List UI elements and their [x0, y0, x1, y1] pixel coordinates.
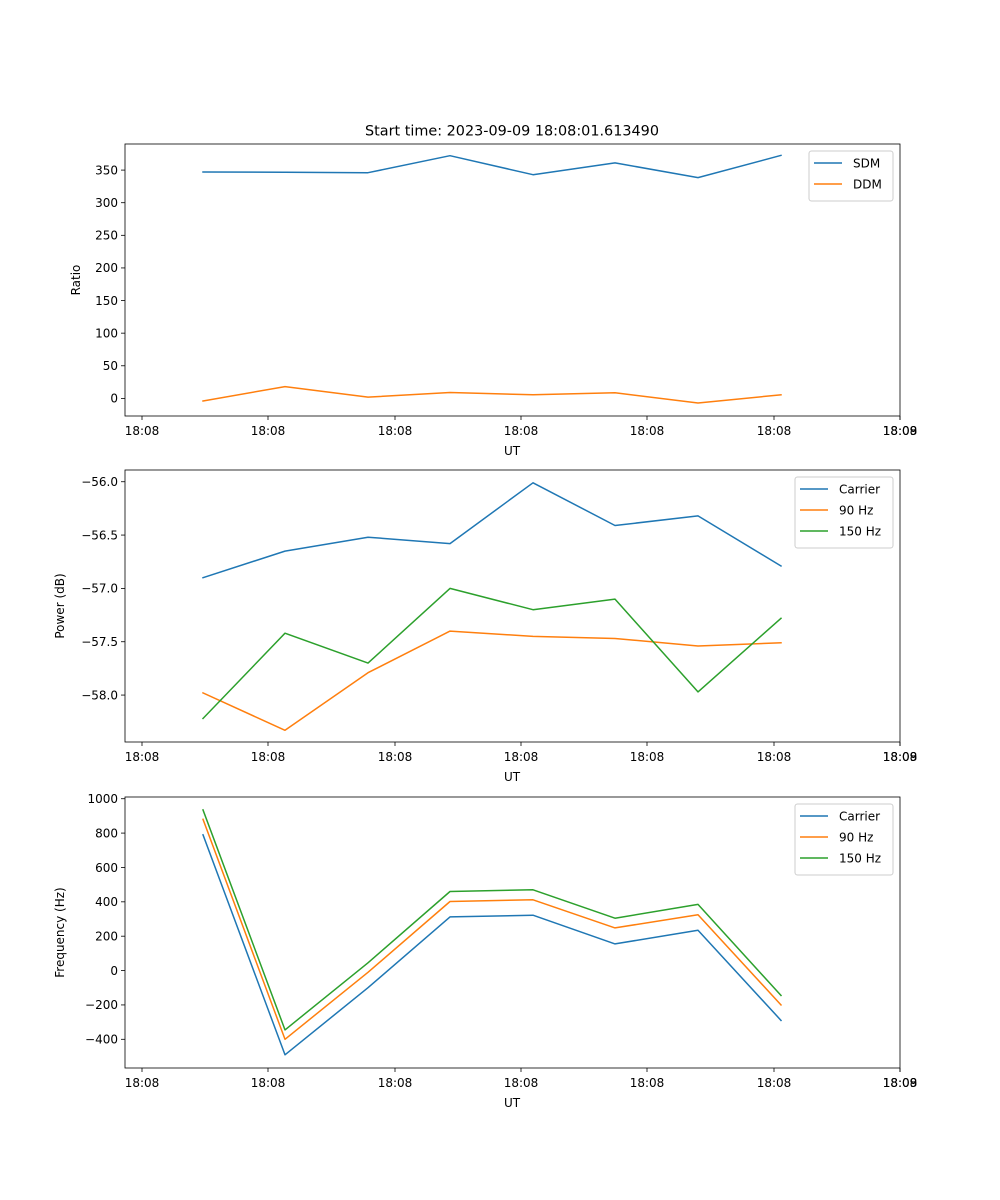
- x-axis-label: UT: [504, 444, 521, 458]
- y-tick-label: 400: [95, 895, 118, 909]
- y-axis-label: Frequency (Hz): [53, 887, 67, 978]
- series-line-150-hz: [201, 587, 783, 720]
- x-tick-label: 18:08: [378, 1076, 413, 1090]
- y-tick-label: 0: [110, 964, 118, 978]
- y-tick-label: 1000: [87, 792, 118, 806]
- x-axis-label: UT: [504, 1096, 521, 1110]
- y-tick-label: 200: [95, 929, 118, 943]
- legend-label: 150 Hz: [839, 525, 881, 539]
- legend-label: 90 Hz: [839, 504, 873, 518]
- x-tick-label: 18:08: [125, 750, 160, 764]
- x-tick-label: 18:08: [251, 424, 286, 438]
- series-line-sdm: [202, 154, 782, 179]
- x-tick-label: 18:08: [504, 424, 539, 438]
- legend: Carrier 90 Hz 150 Hz: [794, 476, 894, 549]
- y-tick-label: −58.0: [81, 688, 118, 702]
- legend-label: 90 Hz: [839, 831, 873, 845]
- x-tick-label: 18:09: [883, 424, 918, 438]
- y-tick-label: 100: [95, 326, 118, 340]
- axes-frame: [124, 796, 901, 1069]
- legend-label: Carrier: [839, 810, 880, 824]
- y-tick-label: 200: [95, 261, 118, 275]
- axes-frame: [124, 143, 901, 417]
- y-tick-label: 250: [95, 229, 118, 243]
- y-axis-label: Power (dB): [53, 573, 67, 638]
- subplot-2: 18:08 18:08 18:08 18:08 18:08 18:08 18:0818:09…: [53, 469, 918, 784]
- subplot-3: 18:08 18:08 18:08 18:08 18:08 18:08 18:0818:09…: [53, 792, 917, 1110]
- x-tick-label: 18:08: [125, 1076, 160, 1090]
- series-line-150-hz: [202, 808, 783, 1031]
- x-tick-label: 18:08: [504, 750, 539, 764]
- x-tick-label: 18:08: [504, 1076, 539, 1090]
- legend-label: DDM: [853, 178, 882, 192]
- x-tick-label: 18:08: [630, 424, 665, 438]
- series-line-ddm: [202, 385, 782, 404]
- legend-label: SDM: [853, 157, 880, 171]
- y-tick-label: −57.0: [81, 582, 118, 596]
- legend-label: 150 Hz: [839, 852, 881, 866]
- series-line-carrier: [202, 482, 783, 579]
- x-tick-label: 18:08: [883, 750, 918, 764]
- y-tick-label: −400: [85, 1033, 118, 1047]
- x-tick-label: 18:08: [883, 424, 918, 438]
- x-tick-label: 18:08: [378, 424, 413, 438]
- y-tick-label: 0: [110, 392, 118, 406]
- x-tick-label: 18:09: [883, 1076, 918, 1090]
- x-tick-label: 18:08: [757, 1076, 792, 1090]
- x-tick-label: 18:09: [883, 750, 918, 764]
- y-tick-label: 150: [95, 294, 118, 308]
- x-tick-label: 18:08: [251, 1076, 286, 1090]
- series-line-90-hz: [202, 818, 783, 1041]
- y-tick-label: −56.5: [81, 528, 118, 542]
- x-tick-label: 18:08: [125, 424, 160, 438]
- x-tick-label: 18:08: [378, 750, 413, 764]
- y-tick-label: −57.5: [81, 635, 118, 649]
- legend-box: [808, 150, 894, 202]
- x-tick-label: 18:08: [883, 1076, 918, 1090]
- axes-frame: [124, 469, 901, 743]
- series-line-carrier: [202, 833, 783, 1056]
- x-tick-label: 18:08: [630, 1076, 665, 1090]
- subplot-1: 18:08 18:08 18:08 18:08 18:08 18:08 18:0818:09…: [69, 143, 918, 458]
- x-axis-label: UT: [504, 770, 521, 784]
- y-tick-label: 350: [95, 163, 118, 177]
- legend: SDM DDM: [808, 150, 894, 202]
- series-line-90-hz: [202, 630, 782, 732]
- x-tick-label: 18:08: [251, 750, 286, 764]
- y-tick-label: 800: [95, 826, 118, 840]
- y-tick-label: 50: [103, 359, 118, 373]
- figure-title: Start time: 2023-09-09 18:08:01.613490: [365, 124, 659, 140]
- x-tick-label: 18:08: [630, 750, 665, 764]
- y-tick-label: 300: [95, 196, 118, 210]
- x-tick-label: 18:08: [757, 750, 792, 764]
- y-tick-label: 600: [95, 861, 118, 875]
- y-tick-label: −56.0: [81, 475, 118, 489]
- legend-label: Carrier: [839, 483, 880, 497]
- legend: Carrier 90 Hz 150 Hz: [794, 803, 894, 876]
- y-axis-label: Ratio: [69, 265, 83, 296]
- x-tick-label: 18:08: [757, 424, 792, 438]
- y-tick-label: −200: [85, 998, 118, 1012]
